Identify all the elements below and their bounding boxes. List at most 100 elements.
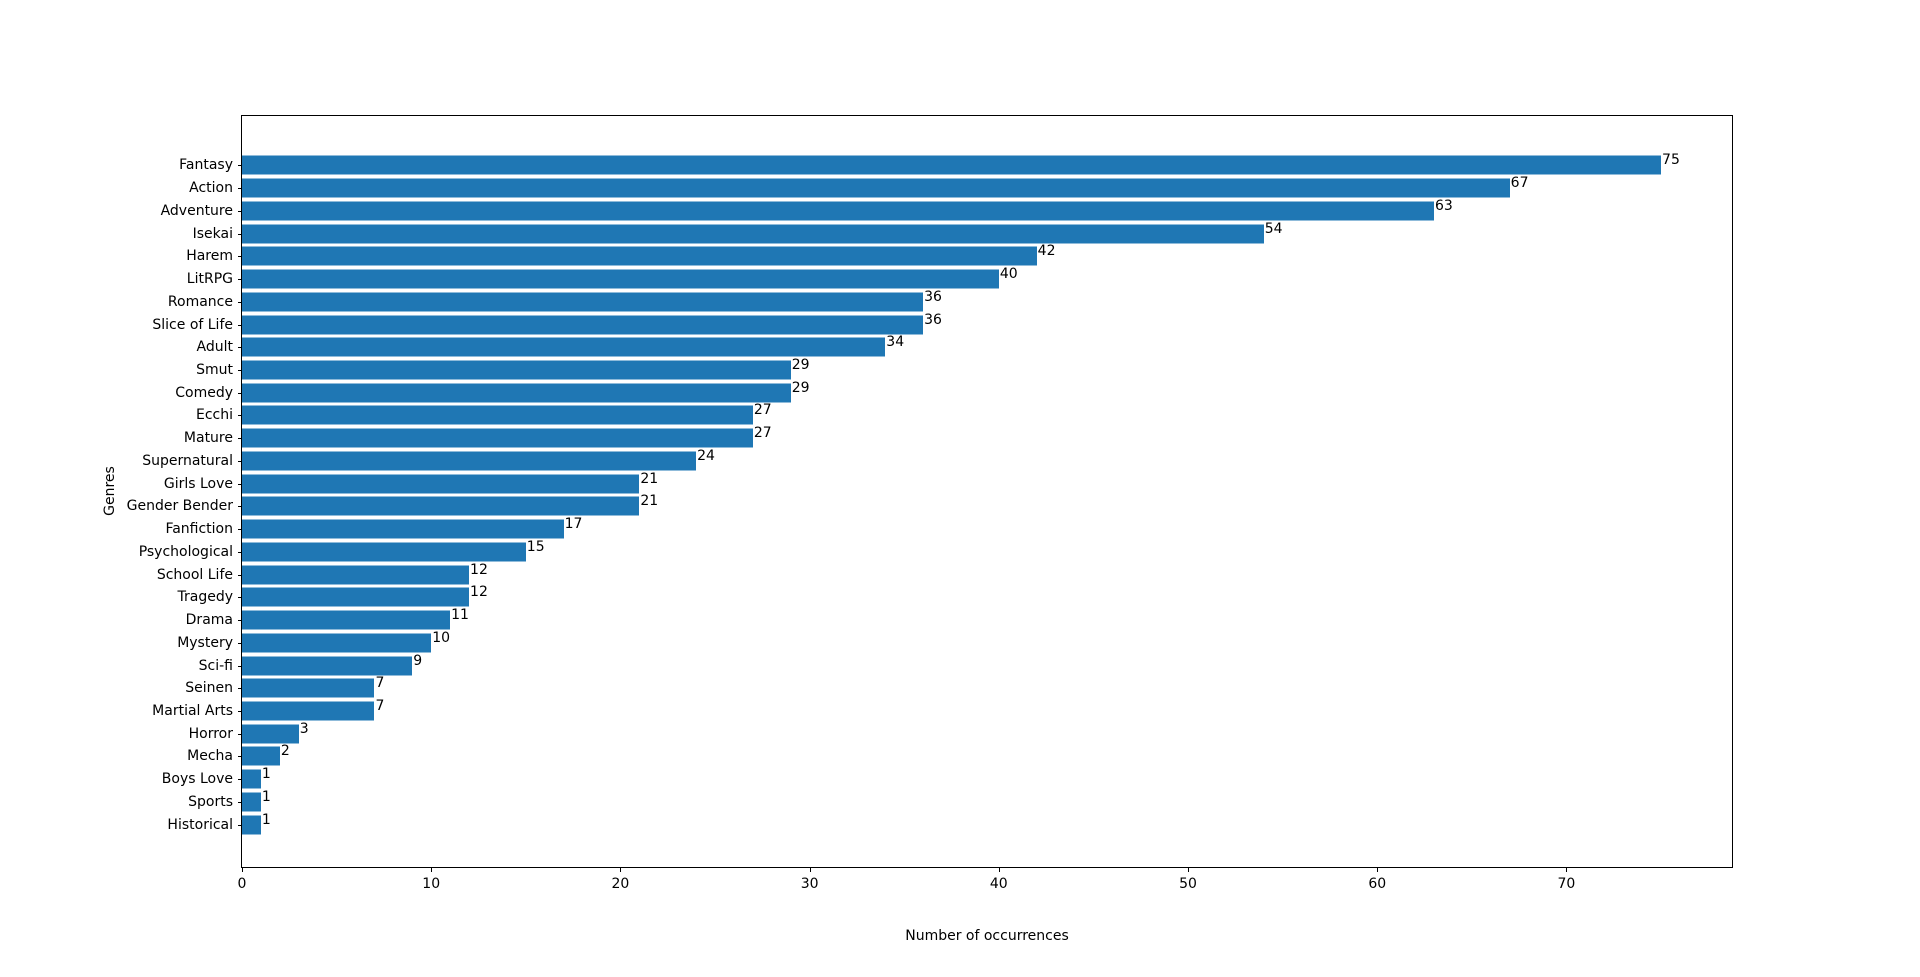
y-tick-label: Martial Arts <box>152 702 233 719</box>
bar-row: Historical 1 <box>167 813 1732 836</box>
y-tick-label: Boys Love <box>161 771 233 788</box>
y-tick-label: Sports <box>188 793 233 810</box>
y-tick-mark <box>238 188 242 190</box>
x-tick-label: 30 <box>800 876 819 892</box>
bar <box>242 337 886 357</box>
x-tick-mark <box>431 867 433 872</box>
bar-row: Slice of Life 36 <box>152 311 1732 336</box>
bar <box>242 633 432 653</box>
x-tick-mark <box>1566 867 1568 872</box>
y-tick-mark <box>238 301 242 303</box>
y-tick-label: Action <box>189 180 233 197</box>
y-tick-label: Isekai <box>192 225 233 242</box>
bar-value-label: 21 <box>640 493 659 510</box>
bar-value-label: 9 <box>413 652 423 669</box>
y-tick-mark <box>238 210 242 212</box>
bar <box>242 701 375 721</box>
x-tick-label: 50 <box>1179 876 1197 892</box>
bar-row: Boys Love 1 <box>162 767 1732 791</box>
y-tick-mark <box>238 642 242 644</box>
y-tick-mark <box>238 688 242 690</box>
bar-value-label: 21 <box>640 470 659 487</box>
bar <box>242 269 999 289</box>
y-tick-mark <box>238 233 242 235</box>
bar-value-label: 67 <box>1510 175 1529 192</box>
y-tick-mark <box>238 779 242 781</box>
y-tick-label: Psychological <box>138 543 233 560</box>
bar-row: Martial Arts 7 <box>152 698 1732 723</box>
bar-row: Action 67 <box>189 175 1732 200</box>
bar-value-label: 15 <box>526 538 545 555</box>
bar <box>242 292 924 312</box>
y-tick-mark <box>238 483 242 485</box>
y-tick-label: Adventure <box>160 202 233 219</box>
bar-row: Seinen 7 <box>185 675 1732 700</box>
y-tick-label: Supernatural <box>142 452 233 469</box>
bar-value-label: 63 <box>1435 197 1453 214</box>
y-tick-mark <box>238 415 242 417</box>
plot-area: Fantasy 75 Action 67 Adventure 63 Isekai 54 Hare… <box>127 115 1733 892</box>
bar-value-label: 10 <box>432 629 451 646</box>
bar <box>242 519 564 539</box>
bar-value-label: 7 <box>375 675 385 692</box>
bar <box>242 815 261 835</box>
y-tick-mark <box>238 756 242 758</box>
bars-container: Fantasy 75 Action 67 Adventure 63 Isekai 54 Hare… <box>127 116 1732 867</box>
bar-row: LitRPG 40 <box>187 267 1732 291</box>
bar <box>242 360 791 380</box>
bar-row: Adventure 63 <box>161 197 1732 222</box>
y-tick-mark <box>238 733 242 735</box>
bar-value-label: 29 <box>791 379 810 396</box>
bar <box>242 155 1662 175</box>
bar <box>242 769 261 789</box>
bar-row: Smut 29 <box>196 356 1732 382</box>
y-tick-label: Ecchi <box>195 407 233 424</box>
y-tick-label: Drama <box>185 612 233 629</box>
y-tick-label: Horror <box>188 725 233 742</box>
bar-row: Drama 11 <box>186 607 1732 632</box>
y-tick-label: Mystery <box>177 634 233 651</box>
y-tick-label: Romance <box>167 293 233 310</box>
y-tick-label: Smut <box>196 361 233 378</box>
bar-row: Ecchi 27 <box>196 403 1732 427</box>
bar-value-label: 24 <box>697 447 715 464</box>
y-tick-mark <box>238 256 242 258</box>
bar <box>242 246 1037 266</box>
y-tick-mark <box>238 369 242 371</box>
y-tick-label: Gender Bender <box>126 498 233 515</box>
bar <box>242 201 1434 221</box>
y-tick-mark <box>238 529 242 531</box>
y-tick-mark <box>238 710 242 712</box>
bar-value-label: 42 <box>1037 243 1056 260</box>
bar-value-label: 34 <box>886 334 905 351</box>
bar-row: Gender Bender 21 <box>127 493 1732 518</box>
y-tick-mark <box>238 597 242 599</box>
x-tick-mark <box>242 867 243 872</box>
bar-value-label: 17 <box>564 516 583 533</box>
bar-row: School Life 12 <box>157 563 1732 586</box>
bar <box>242 315 924 334</box>
bar <box>242 610 451 630</box>
y-tick-mark <box>238 506 242 508</box>
bar-row: Horror 3 <box>189 722 1732 745</box>
x-tick-label: 10 <box>422 876 441 892</box>
bar-value-label: 11 <box>451 607 469 624</box>
bar-value-label: 29 <box>791 356 810 373</box>
bar-row: Supernatural 24 <box>142 447 1732 473</box>
y-tick-mark <box>238 801 242 803</box>
bar-row: Mecha 2 <box>187 744 1732 768</box>
x-tick-mark <box>809 867 811 872</box>
y-tick-label: Tragedy <box>177 589 233 606</box>
bar-value-label: 7 <box>375 698 385 714</box>
bar-value-label: 1 <box>261 788 271 805</box>
bar-value-label: 36 <box>924 311 942 328</box>
y-tick-mark <box>238 392 242 394</box>
y-tick-label: Historical <box>167 816 233 833</box>
bar <box>242 565 470 585</box>
y-tick-label: Fanfiction <box>165 521 233 538</box>
bar <box>242 428 753 448</box>
bar-row: Harem 42 <box>186 243 1732 268</box>
y-tick-label: LitRPG <box>186 271 233 288</box>
bar-row: Psychological 15 <box>139 538 1732 563</box>
